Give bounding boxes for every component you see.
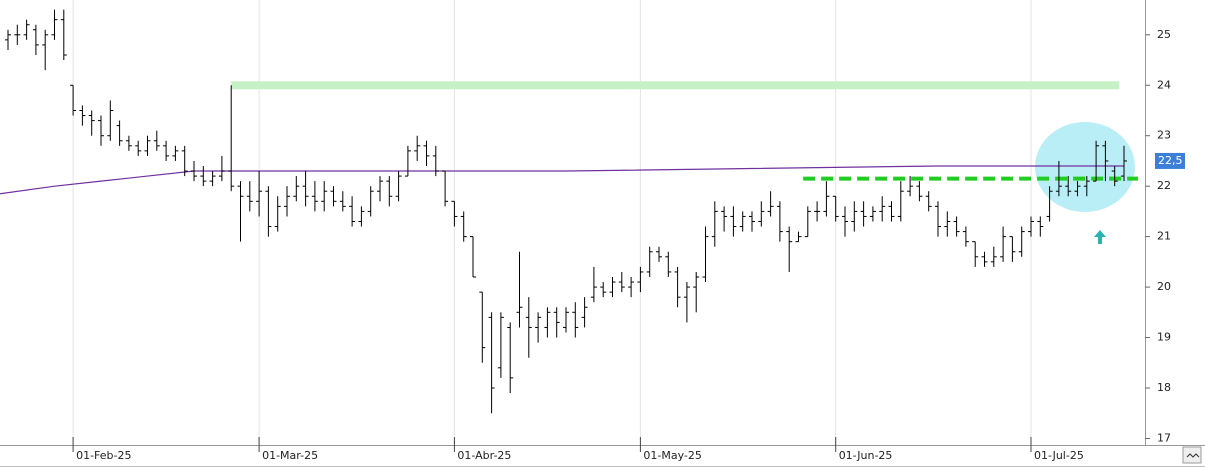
y-tick-label: 17 xyxy=(1157,431,1171,444)
y-tick-label: 18 xyxy=(1157,381,1171,394)
y-tick-label: 23 xyxy=(1157,129,1171,142)
last-price-box xyxy=(1155,152,1185,169)
y-tick-label: 24 xyxy=(1157,78,1171,91)
x-tick-label: 01-Abr-25 xyxy=(457,449,511,462)
y-tick-label: 25 xyxy=(1157,28,1171,41)
x-tick-label: 01-Mar-25 xyxy=(262,449,318,462)
x-tick-label: 01-May-25 xyxy=(643,449,701,462)
scroll-icon xyxy=(1186,453,1200,458)
x-tick-label: 01-Jun-25 xyxy=(839,449,893,462)
y-tick-label: 21 xyxy=(1157,230,1171,243)
y-tick-label: 20 xyxy=(1157,280,1171,293)
moving-average xyxy=(0,165,1124,195)
y-tick-label: 19 xyxy=(1157,331,1171,344)
up-arrow xyxy=(1094,230,1106,244)
y-tick-label: 22 xyxy=(1157,179,1171,192)
x-tick-label: 01-Feb-25 xyxy=(76,449,131,462)
highlight-ellipse xyxy=(1035,122,1135,212)
scroll-button[interactable] xyxy=(1182,446,1202,464)
x-tick-label: 01-Jul-25 xyxy=(1034,449,1084,462)
last-price-label: 22,5 xyxy=(1158,154,1183,167)
